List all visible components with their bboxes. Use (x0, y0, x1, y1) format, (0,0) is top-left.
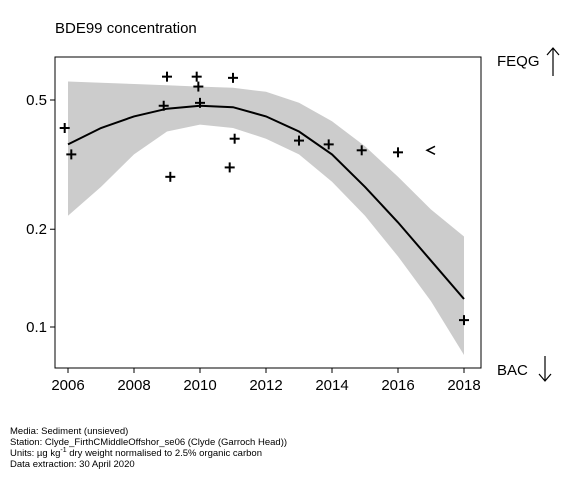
data-point (393, 147, 403, 158)
data-point (229, 133, 240, 144)
data-point (224, 162, 235, 173)
arrow-down-icon (538, 356, 552, 382)
y-tick-label: 0.1 (26, 319, 47, 336)
data-point (162, 71, 172, 82)
x-tick-label: 2014 (315, 377, 348, 394)
plot-frame (54, 56, 482, 369)
arrow-up-icon (546, 47, 560, 76)
data-point (459, 315, 469, 326)
y-axis: 0.1 0.2 0.5 (26, 92, 55, 336)
footer-units: Units: µg kg-1 dry weight normalised to … (10, 447, 262, 459)
chart: BDE99 concentration 2006 2008 2010 2012 2014… (26, 20, 560, 394)
feqg-label: FEQG (497, 53, 540, 70)
footer-extraction: Data extraction: 30 April 2020 (10, 459, 135, 470)
data-points (59, 71, 469, 326)
trend-line (67, 104, 465, 300)
data-point (158, 100, 169, 111)
x-tick-label: 2008 (117, 377, 150, 394)
footer-station: Station: Clyde_FirthCMiddleOffshor_se06 … (10, 437, 288, 448)
data-point (59, 122, 70, 133)
x-tick-label: 2010 (183, 377, 216, 394)
data-point (228, 72, 238, 83)
data-point (294, 135, 304, 146)
bac-label: BAC (497, 362, 528, 379)
data-point (356, 145, 367, 156)
confidence-band (68, 81, 464, 355)
y-tick-label: 0.5 (26, 92, 47, 109)
y-tick-label: 0.2 (26, 221, 47, 238)
x-tick-label: 2006 (51, 377, 84, 394)
x-axis: 2006 2008 2010 2012 2014 2016 2018 (51, 368, 481, 394)
x-tick-label: 2012 (249, 377, 282, 394)
less-than-marker (425, 145, 436, 155)
data-point (195, 97, 205, 108)
footer-media: Media: Sediment (unsieved) (10, 426, 129, 437)
data-point (165, 171, 176, 182)
data-point (66, 149, 77, 160)
data-point (191, 71, 202, 82)
chart-title: BDE99 concentration (55, 20, 197, 37)
data-point (323, 139, 334, 150)
x-tick-label: 2016 (381, 377, 414, 394)
data-point (193, 81, 204, 92)
x-tick-label: 2018 (447, 377, 480, 394)
footer: Media: Sediment (unsieved) Station: Clyd… (10, 426, 287, 470)
